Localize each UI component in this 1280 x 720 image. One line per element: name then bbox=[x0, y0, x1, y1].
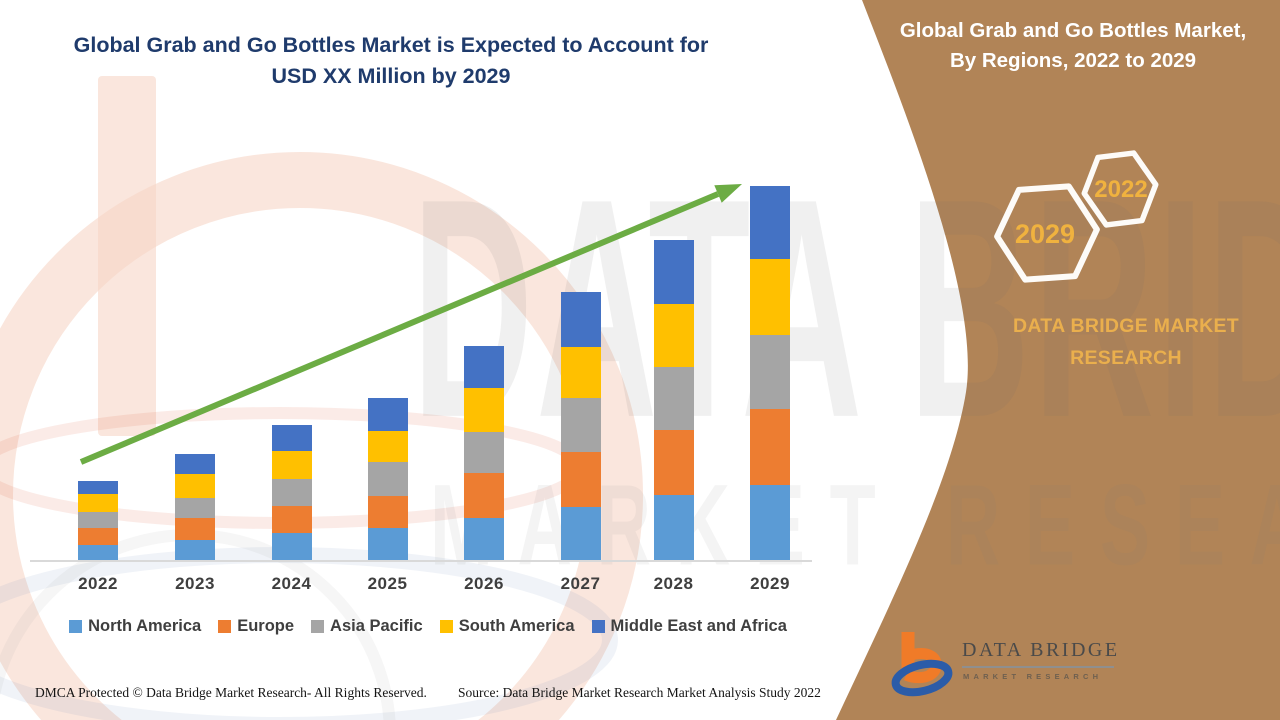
logo-tagline: MARKET RESEARCH bbox=[963, 672, 1103, 681]
legend-label: Asia Pacific bbox=[330, 617, 423, 635]
data-bridge-logo-icon bbox=[891, 632, 953, 697]
logo-name: DATA BRIDGE bbox=[962, 639, 1120, 661]
panel-header-line1: Global Grab and Go Bottles Market, bbox=[899, 19, 1247, 42]
legend-swatch bbox=[439, 620, 453, 633]
chart-title: Global Grab and Go Bottles Market is Exp… bbox=[40, 30, 742, 92]
logo-divider bbox=[962, 666, 1114, 668]
legend-label: Middle East and Africa bbox=[610, 617, 787, 635]
panel-header: Global Grab and Go Bottles Market, By Re… bbox=[872, 16, 1274, 76]
hexagon-2029-label: 2029 bbox=[1015, 219, 1075, 249]
brand-text-line1: DATA BRIDGE MARKET bbox=[1012, 315, 1240, 337]
right-panel-background bbox=[836, 0, 1280, 720]
legend-swatch bbox=[69, 620, 83, 633]
hexagon-2022-label: 2022 bbox=[1094, 176, 1147, 203]
legend-swatch bbox=[218, 620, 232, 633]
dmca-notice: DMCA Protected © Data Bridge Market Rese… bbox=[35, 685, 427, 700]
hexagon-2022-outline bbox=[1081, 150, 1159, 228]
hexagon-2022 bbox=[1081, 150, 1159, 228]
legend-item: Middle East and Africa bbox=[591, 617, 787, 636]
hexagon-2029-outline bbox=[994, 183, 1100, 283]
brand-text: DATA BRIDGE MARKET RESEARCH bbox=[980, 310, 1272, 374]
legend-label: Europe bbox=[237, 617, 295, 635]
legend-swatch bbox=[591, 620, 605, 633]
legend-item: Europe bbox=[218, 617, 294, 636]
watermark-b-bowl bbox=[0, 152, 643, 720]
legend-item: Asia Pacific bbox=[311, 617, 423, 636]
chart-title-line1: Global Grab and Go Bottles Market is Exp… bbox=[73, 33, 709, 57]
legend-item: North America bbox=[69, 617, 201, 636]
chart-legend: North America Europe Asia Pacific South Ame… bbox=[0, 617, 856, 636]
data-bridge-logo: DATA BRIDGE MARKET RESEARCH bbox=[890, 626, 1180, 706]
legend-swatch bbox=[311, 620, 325, 633]
panel-header-line2: By Regions, 2022 to 2029 bbox=[949, 49, 1197, 72]
legend-label: South America bbox=[458, 617, 575, 635]
hexagon-2029 bbox=[994, 183, 1100, 283]
legend-label: North America bbox=[88, 617, 202, 635]
source-note: Source: Data Bridge Market Research Mark… bbox=[458, 685, 821, 700]
logo-blue-swoosh bbox=[891, 659, 953, 697]
legend-item: South America bbox=[439, 617, 575, 636]
x-axis-line bbox=[30, 560, 812, 562]
chart-title-line2: USD XX Million by 2029 bbox=[271, 64, 511, 88]
brand-text-line2: RESEARCH bbox=[1070, 347, 1182, 369]
